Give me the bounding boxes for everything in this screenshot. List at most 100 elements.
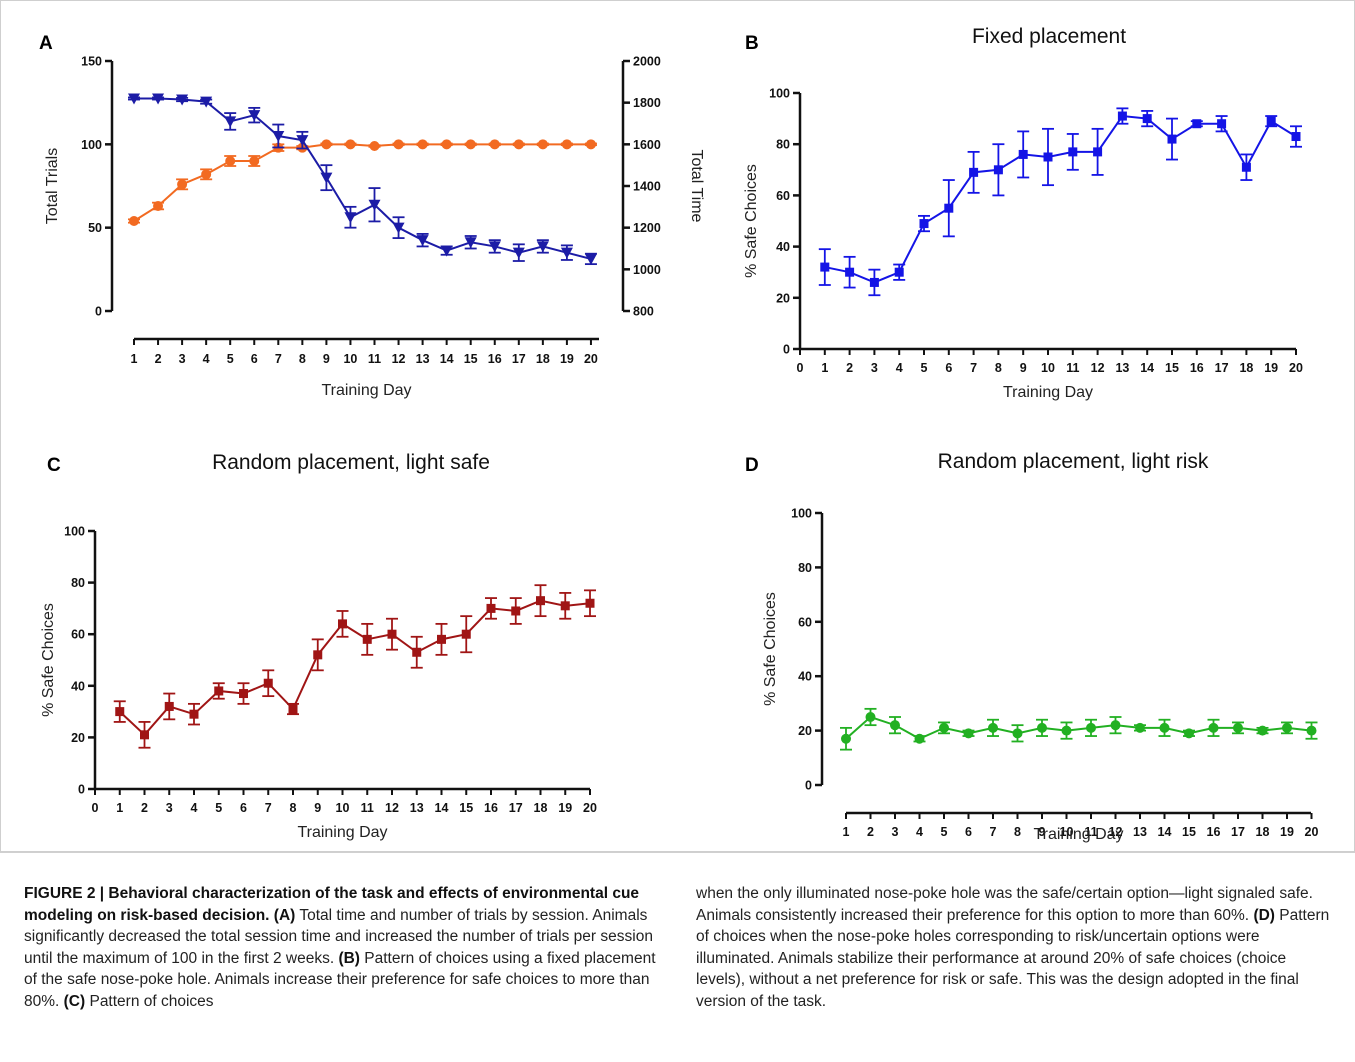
y2-tick-label: 1600 <box>633 138 661 152</box>
data-point <box>393 139 404 150</box>
data-point <box>129 216 139 226</box>
data-point <box>1037 722 1047 733</box>
x-tick-label: 19 <box>560 352 574 366</box>
x-tick-label: 4 <box>896 361 903 375</box>
caption-segment: FIGURE 2 | Behavioral characterization o… <box>24 885 640 924</box>
series-line <box>824 114 1297 284</box>
data-point <box>320 172 333 184</box>
data-point <box>944 203 954 213</box>
caption-left-column: FIGURE 2 | Behavioral characterization o… <box>24 883 672 1012</box>
y-tick-label: 40 <box>798 670 812 684</box>
data-point <box>441 139 452 150</box>
x-tick-label: 4 <box>916 825 923 839</box>
data-point <box>561 139 572 150</box>
data-point <box>1241 162 1251 172</box>
x-tick-label: 14 <box>1158 825 1172 839</box>
x-tick-label: 1 <box>131 352 138 366</box>
data-point <box>536 241 549 253</box>
x-tick-label: 9 <box>314 801 321 815</box>
y-tick-label: 100 <box>64 525 85 539</box>
data-point <box>1086 722 1096 733</box>
data-point <box>489 139 500 150</box>
x-tick-label: 19 <box>558 801 572 815</box>
x-tick-label: 10 <box>1060 825 1074 839</box>
x-tick-label: 2 <box>867 825 874 839</box>
chart-title: Random placement, light safe <box>212 451 490 474</box>
x-tick-label: 14 <box>435 801 449 815</box>
data-point <box>1217 119 1227 129</box>
x-tick-label: 5 <box>227 352 234 366</box>
x-tick-label: 2 <box>846 361 853 375</box>
x-tick-label: 8 <box>995 361 1002 375</box>
data-point <box>224 116 237 128</box>
data-point <box>345 139 356 150</box>
x-tick-label: 15 <box>459 801 473 815</box>
x-tick-label: 7 <box>970 361 977 375</box>
x-tick-label: 15 <box>464 352 478 366</box>
y-tick-label: 0 <box>95 305 102 319</box>
x-tick-label: 5 <box>215 801 222 815</box>
figure-panel: A 0 50 100 150 800 1000 1200 1400 1600 1800 2000 1 2 3… <box>0 0 1355 852</box>
caption-segment: (C) <box>63 992 86 1010</box>
y2-tick-label: 1800 <box>633 96 661 110</box>
x-tick-label: 2 <box>155 352 162 366</box>
x-tick-label: 16 <box>484 801 498 815</box>
data-point <box>536 596 545 606</box>
y2-tick-label: 1400 <box>633 180 661 194</box>
x-tick-label: 4 <box>203 352 210 366</box>
x-tick-label: 17 <box>1215 361 1229 375</box>
data-point <box>584 253 597 265</box>
data-point <box>201 169 212 180</box>
data-point <box>988 722 998 733</box>
x-tick-label: 3 <box>892 825 899 839</box>
x-tick-label: 8 <box>299 352 306 366</box>
y-tick-label: 0 <box>78 783 85 797</box>
data-point <box>1142 114 1152 124</box>
series-0 <box>818 107 1302 297</box>
data-point <box>417 139 428 150</box>
x-tick-label: 7 <box>990 825 997 839</box>
x-tick-label: 11 <box>1084 825 1097 839</box>
data-point <box>128 93 140 105</box>
y-tick-label: 20 <box>776 291 790 305</box>
x-tick-label: 18 <box>1256 825 1270 839</box>
x-tick-label: 11 <box>1066 361 1079 375</box>
data-point <box>513 139 524 150</box>
series-0 <box>840 707 1318 751</box>
y2-axis-label: Total Time <box>688 150 705 223</box>
x-tick-label: 11 <box>368 352 381 366</box>
y-axis-label: % Safe Choices <box>40 603 57 717</box>
x-tick-label: 8 <box>1014 825 1021 839</box>
y-tick-label: 100 <box>791 507 812 521</box>
x-tick-label: 14 <box>1140 361 1154 375</box>
data-point <box>1233 722 1243 733</box>
data-point <box>321 139 332 150</box>
x-tick-label: 13 <box>1115 361 1129 375</box>
x-tick-label: 11 <box>361 801 374 815</box>
x-tick-label: 17 <box>1231 825 1245 839</box>
x-tick-label: 5 <box>921 361 928 375</box>
data-point <box>1117 111 1127 121</box>
y-tick-label: 100 <box>769 87 790 101</box>
y-tick-label: 150 <box>81 55 102 69</box>
data-point <box>1167 134 1177 144</box>
x-tick-label: 20 <box>584 352 598 366</box>
x-tick-label: 0 <box>92 801 99 815</box>
y-axis-label: % Safe Choices <box>762 592 779 706</box>
data-point <box>437 634 446 644</box>
data-point <box>368 199 381 211</box>
data-point <box>865 712 876 722</box>
data-point <box>313 650 323 660</box>
x-tick-label: 1 <box>821 361 828 375</box>
data-point <box>1012 728 1023 739</box>
data-point <box>1110 720 1121 731</box>
data-point <box>1068 147 1078 157</box>
y-tick-label: 80 <box>798 561 812 575</box>
x-tick-label: 15 <box>1182 825 1196 839</box>
data-point <box>225 156 236 166</box>
data-point <box>369 141 380 151</box>
y-axis-label: % Safe Choices <box>743 164 760 278</box>
x-tick-label: 16 <box>1190 361 1204 375</box>
data-point <box>1043 152 1053 162</box>
